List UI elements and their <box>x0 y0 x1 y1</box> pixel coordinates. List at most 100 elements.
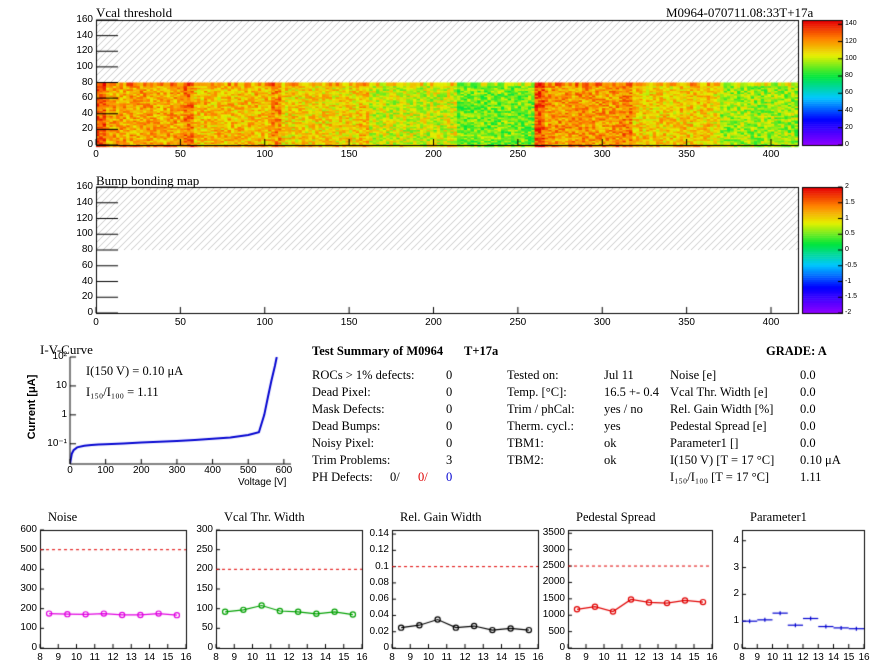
tick-label: -0.5 <box>845 261 858 269</box>
ph-defects-label: PH Defects: <box>312 470 373 484</box>
tick-label: 0 <box>93 317 99 328</box>
summary-right-value: 0.0 <box>800 368 816 382</box>
tick-label: 500 <box>548 625 565 637</box>
tick-label: 4 <box>733 534 739 546</box>
tick-label: 15 <box>688 652 700 663</box>
summary-right-label: I(150 V) [T = 17 °C] <box>670 453 775 467</box>
ph-defects-value-1: 0/ <box>390 470 400 484</box>
tick-label: 0.04 <box>369 609 389 621</box>
tick-label: 400 <box>762 317 780 328</box>
tick-label: 100 <box>196 602 213 614</box>
tick-label: 20 <box>81 123 93 135</box>
tick-label: 0 <box>67 465 73 476</box>
tick-label: 300 <box>593 317 611 328</box>
tick-label: 0.02 <box>369 625 389 637</box>
tick-label: 14 <box>827 652 840 663</box>
tick-label: 12 <box>797 652 809 663</box>
tick-label: 80 <box>81 76 93 88</box>
summary-right-value: 0.0 <box>800 385 816 399</box>
tick-label: 15 <box>514 652 526 663</box>
tick-label: 13 <box>125 652 137 663</box>
summary-left-label: Dead Pixel: <box>312 385 371 399</box>
tick-label: 1.5 <box>845 198 855 206</box>
tick-label: 0 <box>845 246 849 253</box>
summary-mid-label: Tested on: <box>507 368 559 382</box>
tick-label: 3 <box>733 561 739 573</box>
summary-mid-label: TBM2: <box>507 453 544 467</box>
tick-label: 120 <box>845 37 857 45</box>
tick-label: 40 <box>81 107 93 119</box>
summary-mid-label: Trim / phCal: <box>507 402 575 416</box>
summary-mid-label: Therm. cycl.: <box>507 419 574 433</box>
summary-tag: T+17a <box>464 344 499 358</box>
tick-label: 150 <box>196 583 213 594</box>
summary-mid-value: yes <box>604 419 621 433</box>
tick-label: 0 <box>31 642 37 653</box>
summary-mid-value: yes / no <box>604 402 643 416</box>
tick-label: 0 <box>845 141 849 148</box>
tick-label: 250 <box>509 149 527 160</box>
tick-label: 500 <box>239 465 257 476</box>
tick-label: 100 <box>76 228 93 240</box>
tick-label: 10 <box>598 652 610 663</box>
tick-label: 1 <box>61 408 67 420</box>
tick-label: 80 <box>845 72 853 80</box>
tick-label: 10⁻¹ <box>47 437 67 449</box>
tick-label: 8 <box>739 652 745 663</box>
tick-label: 11 <box>441 652 452 663</box>
iv-xlabel: Voltage [V] <box>238 477 287 488</box>
tick-label: 300 <box>20 583 37 594</box>
tick-label: 13 <box>477 652 489 663</box>
summary-title: Test Summary of M0964 <box>312 344 444 358</box>
tick-label: 140 <box>76 29 93 41</box>
tick-label: 200 <box>425 317 442 328</box>
summary-left-label: Mask Defects: <box>312 402 385 416</box>
summary-left-value: 0 <box>446 385 453 399</box>
tick-label: 10 <box>766 652 779 663</box>
summary-right-value: 0.0 <box>800 402 816 416</box>
summary-right-label: Rel. Gain Width [%] <box>670 402 774 416</box>
tick-label: 500 <box>20 543 37 555</box>
tick-label: 12 <box>283 652 295 663</box>
tick-label: -1.5 <box>845 293 858 301</box>
bump-map-title: Bump bonding map <box>96 173 200 188</box>
tick-label: 1000 <box>542 609 565 621</box>
tick-label: 0.14 <box>369 528 389 540</box>
summary-left-label: ROCs > 1% defects: <box>312 368 415 382</box>
tick-label: 12 <box>459 652 471 663</box>
tick-label: 9 <box>407 652 414 663</box>
tick-label: 10 <box>246 652 259 663</box>
tick-label: 150 <box>340 149 358 160</box>
iv-annotation-current: I(150 V) = 0.10 μA <box>86 364 184 378</box>
tick-label: 9 <box>55 652 62 663</box>
tick-label: 15 <box>162 652 174 663</box>
summary-right-label: Vcal Thr. Width [e] <box>670 385 768 399</box>
tick-label: 250 <box>196 543 213 555</box>
summary-mid-label: Temp. [°C]: <box>507 385 567 399</box>
tick-label: 13 <box>812 652 824 663</box>
tick-label: 13 <box>301 652 313 663</box>
tick-label: 100 <box>97 465 114 476</box>
tick-label: 60 <box>845 89 853 97</box>
summary-left-value: 0 <box>446 402 453 416</box>
tick-label: 3500 <box>542 527 565 539</box>
tick-label: 140 <box>845 20 857 28</box>
tick-label: 2000 <box>542 576 565 588</box>
tick-label: 14 <box>319 652 332 663</box>
tick-label: 200 <box>196 563 213 575</box>
tick-label: 60 <box>81 92 93 104</box>
tick-label: 0.5 <box>845 230 855 238</box>
tick-label: 1500 <box>542 592 565 604</box>
tick-label: -1 <box>845 277 852 285</box>
tick-label: 600 <box>275 465 293 476</box>
summary-right-value: 0.0 <box>800 436 816 450</box>
tick-label: 100 <box>20 622 37 634</box>
tick-label: 20 <box>845 123 853 131</box>
summary-left-value: 3 <box>446 453 453 467</box>
summary-left-value: 0 <box>446 368 453 382</box>
iv-annotation-ratio: I₁₅₀/I₁₀₀ = 1.11 <box>86 385 159 399</box>
tick-label: 300 <box>196 524 213 535</box>
tick-label: 20 <box>81 291 93 303</box>
tick-label: 50 <box>174 149 186 160</box>
